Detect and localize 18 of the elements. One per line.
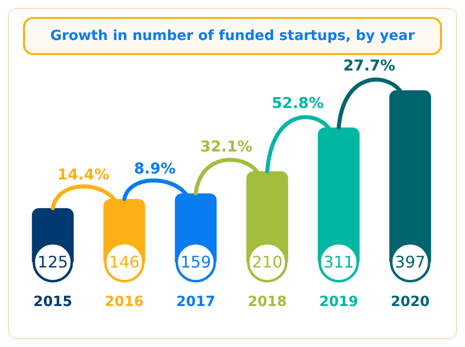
text: 27.7%: [343, 56, 396, 75]
data-label: 159: [180, 252, 212, 272]
x-tick-label: 2017: [176, 294, 216, 310]
data-label: 311: [323, 252, 354, 272]
annotation: 8.9%: [134, 160, 176, 178]
chart-title: Growth in number of funded startups, by year: [23, 17, 442, 55]
annotation: 14.4%: [57, 165, 110, 184]
data-label: 397: [394, 252, 426, 272]
data-label: 125: [38, 252, 68, 272]
annotation: 32.1%: [200, 138, 252, 156]
x-tick-label: 2016: [104, 294, 144, 310]
data-label: 210: [252, 252, 283, 272]
x-tick-label: 2015: [33, 294, 72, 310]
x-tick-label: 2020: [390, 294, 430, 310]
x-tick-label: 2018: [248, 294, 287, 310]
annotation: 52.8%: [272, 94, 324, 112]
x-tick-label: 2019: [319, 294, 358, 310]
data-label: 146: [109, 252, 140, 272]
